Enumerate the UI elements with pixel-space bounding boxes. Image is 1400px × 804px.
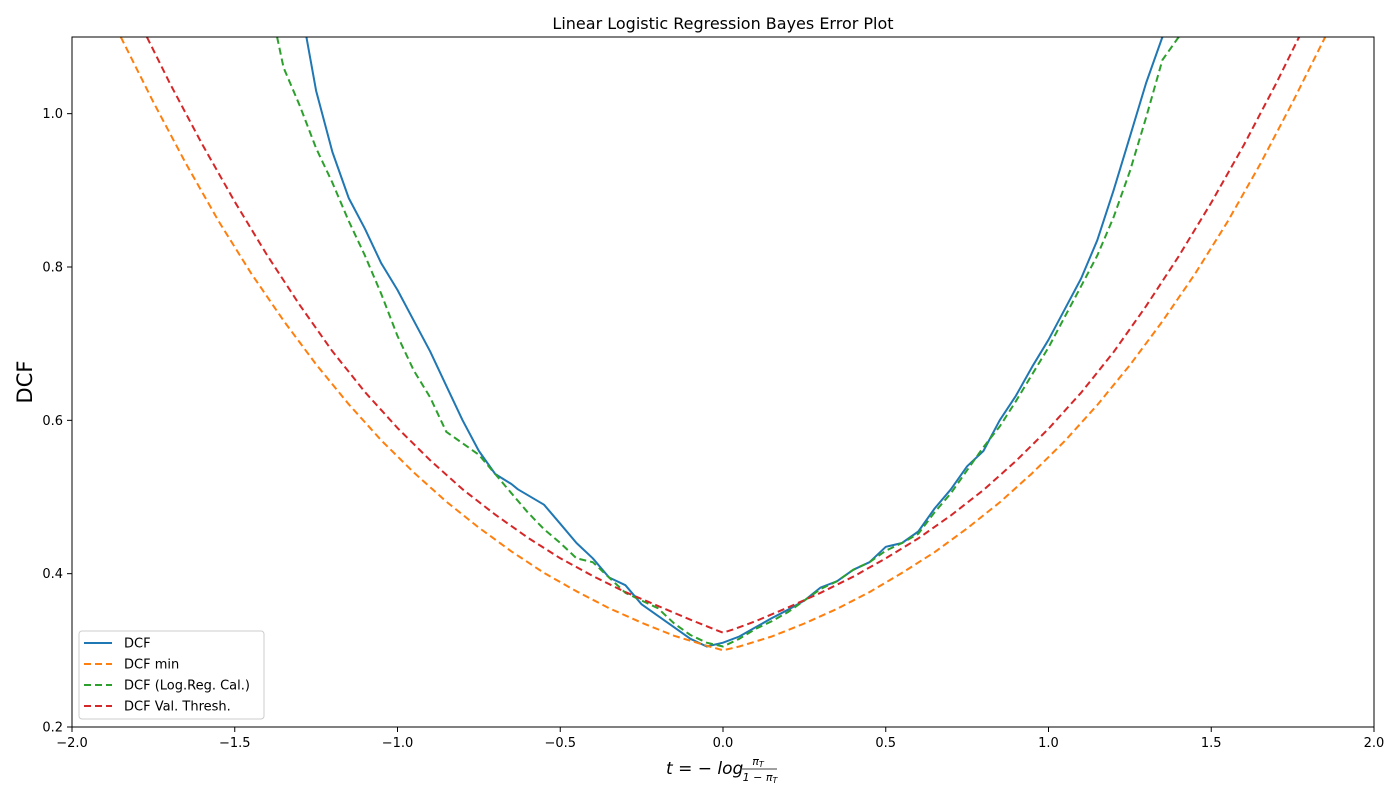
x-tick-label: −1.5 [219, 736, 251, 751]
legend-label: DCF (Log.Reg. Cal.) [124, 679, 250, 694]
chart-title: Linear Logistic Regression Bayes Error P… [552, 14, 893, 33]
x-tick-label: −1.0 [382, 736, 414, 751]
x-tick-label: 1.5 [1201, 736, 1222, 751]
x-axis-label-prefix: t = − log [666, 759, 743, 779]
legend-box [78, 630, 265, 720]
x-tick-label: 0.5 [875, 736, 896, 751]
x-tick-label: 2.0 [1364, 736, 1385, 751]
y-tick-label: 0.2 [42, 721, 63, 736]
series-line-1 [119, 37, 1327, 652]
x-tick-label: 1.0 [1038, 736, 1059, 751]
x-axis-label-numerator: πT [752, 755, 765, 769]
plot-frame [71, 36, 1375, 728]
legend-label: DCF Val. Thresh. [124, 700, 231, 715]
legend-label: DCF min [124, 658, 179, 673]
x-tick-label: −2.0 [56, 736, 88, 751]
y-axis-label: DCF [13, 361, 37, 404]
axis-ticks: −2.0 −1.5 −1.0 −0.5 0.0 0.5 1.0 1.5 2.0 0.2 0.4 0.6… [42, 107, 1384, 751]
y-tick-label: 0.6 [42, 414, 63, 429]
series-lines [119, 37, 1327, 652]
legend-label: DCF [124, 637, 151, 652]
x-tick-label: 0.0 [713, 736, 734, 751]
y-tick-label: 0.8 [42, 261, 63, 276]
series-line-3 [146, 37, 1300, 634]
y-tick-label: 0.4 [42, 567, 63, 582]
series-line-0 [305, 37, 1164, 648]
y-tick-label: 1.0 [42, 107, 63, 122]
legend: DCF DCF min DCF (Log.Reg. Cal.) DCF Val. Th… [78, 630, 265, 720]
x-tick-label: −0.5 [544, 736, 576, 751]
x-axis-label-denominator: 1 − πT [743, 771, 779, 785]
x-axis-label: t = − log πT 1 − πT [666, 755, 778, 785]
series-line-2 [276, 37, 1180, 648]
